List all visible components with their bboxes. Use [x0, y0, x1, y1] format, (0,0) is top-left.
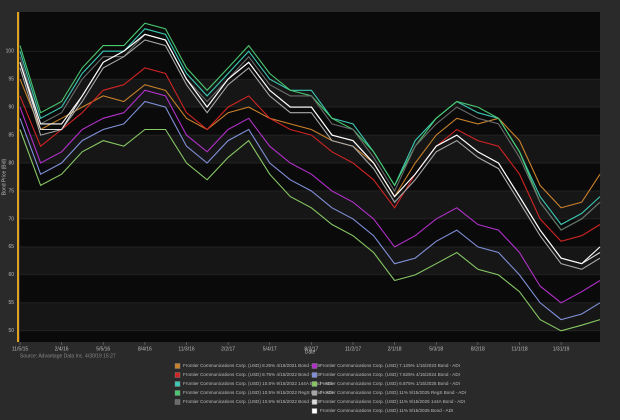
legend-swatch — [174, 399, 181, 405]
x-tick-label: 8/2/18 — [471, 346, 485, 352]
grid-band — [20, 135, 600, 164]
legend-label: Frontier Communications Corp. (USD) 8.25… — [183, 363, 320, 368]
legend-swatch — [311, 372, 318, 378]
x-tick-label: 11/2/17 — [345, 346, 362, 352]
x-tick-label: 11/3/16 — [178, 346, 195, 352]
grid-band — [20, 246, 600, 275]
legend-swatch — [311, 399, 318, 405]
legend-label: Frontier Communications Corp. (USD) 10.5… — [183, 390, 333, 395]
x-tick-label: 11/1/18 — [511, 346, 528, 352]
legend-label: Frontier Communications Corp. (USD) 10.5… — [183, 399, 320, 404]
legend-swatch — [174, 363, 181, 369]
legend-label: Frontier Communications Corp. (USD) 11% … — [320, 399, 465, 404]
series-line — [19, 128, 601, 332]
legend-label: Frontier Communications Corp. (USD) 6.87… — [320, 381, 460, 386]
x-tick-label: 5/5/16 — [96, 346, 110, 352]
x-tick-label: 5/3/18 — [429, 346, 443, 352]
series-line — [19, 33, 601, 265]
y-tick-label: 100 — [6, 48, 15, 54]
legend-swatch — [311, 390, 318, 396]
x-axis-label: Date — [305, 349, 316, 355]
x-tick-label: 11/5/15 — [12, 346, 29, 352]
grid-band — [20, 190, 600, 219]
series-line — [19, 100, 601, 321]
x-tick-label: 8/3/17 — [304, 346, 318, 352]
y-tick-label: 85 — [8, 132, 14, 138]
legend-label: Frontier Communications Corp. (USD) 7.12… — [320, 363, 460, 368]
y-tick-label: 95 — [8, 76, 14, 82]
series-line — [19, 33, 601, 231]
grid-band — [20, 302, 600, 331]
series-line — [19, 78, 601, 209]
legend-swatch — [174, 381, 181, 387]
legend-label: Frontier Communications Corp. (USD) 11% … — [320, 408, 453, 413]
legend-swatch — [311, 408, 318, 414]
legend-swatch — [311, 381, 318, 387]
legend-swatch — [311, 363, 318, 369]
y-tick-label: 50 — [8, 328, 14, 334]
legend-label: Frontier Communications Corp. (USD) 8.75… — [183, 372, 320, 377]
legend-label: Frontier Communications Corp. (USD) 7.62… — [320, 372, 460, 377]
x-tick-label: 2/1/18 — [388, 346, 402, 352]
legend-label: Frontier Communications Corp. (USD) 10.5… — [183, 381, 332, 386]
y-tick-label: 75 — [8, 188, 14, 194]
series-line — [19, 39, 601, 270]
y-tick-label: 90 — [8, 104, 14, 110]
legend-swatch — [174, 372, 181, 378]
y-tick-label: 55 — [8, 300, 14, 306]
grid-band — [20, 79, 600, 108]
legend-swatch — [174, 390, 181, 396]
legend-label: Frontier Communications Corp. (USD) 11% … — [320, 390, 466, 395]
y-tick-label: 65 — [8, 244, 14, 250]
y-tick-label: 60 — [8, 272, 14, 278]
x-tick-label: 5/4/17 — [263, 346, 277, 352]
y-tick-label: 70 — [8, 216, 14, 222]
y-tick-label: 80 — [8, 160, 14, 166]
y-axis-label: Bond Price (Bid) — [1, 158, 7, 195]
x-tick-label: 2/2/17 — [221, 346, 235, 352]
x-tick-label: 1/31/19 — [553, 346, 570, 352]
series-line — [19, 89, 601, 304]
x-tick-label: 8/4/16 — [138, 346, 152, 352]
source-note: Source: Advantage Data Inc. 4/30/19 15:2… — [20, 353, 116, 359]
x-tick-label: 2/4/16 — [55, 346, 69, 352]
plot-area — [20, 12, 600, 342]
series-line — [19, 67, 601, 242]
